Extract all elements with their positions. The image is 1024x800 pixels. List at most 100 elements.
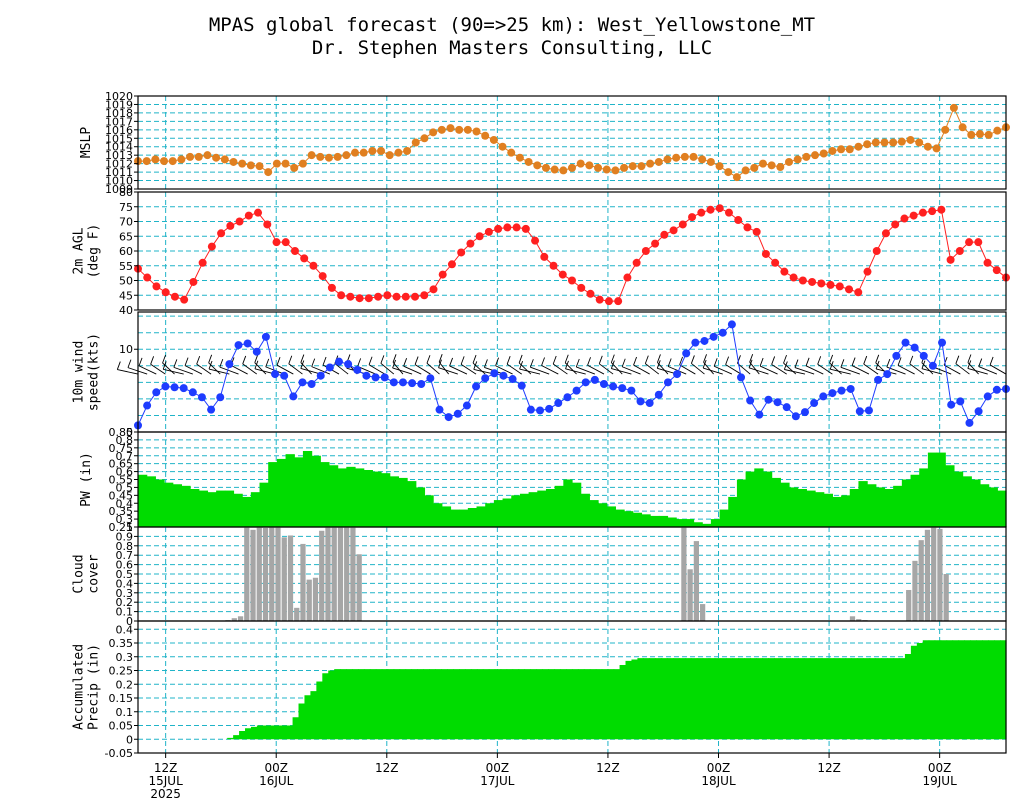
- temp-point: [364, 294, 373, 303]
- precip-bar: [708, 658, 716, 740]
- mslp-point: [993, 126, 1002, 135]
- pw-bar: [381, 473, 391, 527]
- pw-bar: [780, 482, 790, 527]
- precip-bar: [500, 669, 508, 740]
- mslp-point: [246, 161, 255, 170]
- wind-barb-feather: [392, 354, 397, 363]
- wind-point: [426, 374, 435, 383]
- wind-point: [746, 396, 755, 405]
- pw-bar: [355, 468, 365, 527]
- pw-bar: [841, 495, 851, 527]
- precip-bar: [750, 658, 757, 740]
- temp-point: [429, 285, 438, 294]
- precip-bar: [441, 669, 448, 740]
- temp-point: [808, 277, 817, 286]
- temp-point: [189, 277, 198, 286]
- precip-bar: [667, 658, 674, 740]
- temp-point: [281, 238, 290, 247]
- temp-point: [198, 258, 207, 267]
- mslp-point: [620, 163, 629, 172]
- mslp-point: [194, 152, 203, 161]
- temp-point: [734, 216, 743, 225]
- wind-ylabel: speed(kts): [87, 333, 102, 411]
- temp-point: [595, 295, 604, 304]
- temp-point: [651, 239, 660, 248]
- wind-point: [755, 410, 764, 419]
- wind-point: [536, 406, 545, 415]
- wind-barb: [703, 367, 723, 375]
- pw-bar: [172, 484, 182, 527]
- pw-bar: [155, 479, 165, 527]
- cloud-bar: [325, 527, 331, 621]
- wind-barb-feather: [657, 354, 661, 363]
- wind-barb-feather: [473, 361, 478, 370]
- pw-bar: [953, 471, 964, 527]
- temp-point: [143, 273, 152, 282]
- mslp-point: [385, 151, 394, 160]
- mslp-ylabel: MSLP: [79, 127, 94, 158]
- temp-point: [826, 280, 835, 289]
- precip-bar: [280, 725, 288, 740]
- mslp-point: [160, 157, 169, 166]
- pw-ylabel: PW (in): [79, 452, 94, 507]
- mslp-point: [828, 146, 837, 155]
- wind-barb: [173, 366, 193, 375]
- pw-bar: [320, 462, 330, 527]
- pw-bar: [372, 471, 382, 527]
- precip-bar: [250, 726, 258, 740]
- precip-ytick-label: -0.05: [105, 747, 133, 760]
- x-date-label: 16JUL: [259, 774, 294, 788]
- wind-point: [874, 375, 883, 384]
- wind-barb: [162, 362, 175, 375]
- precip-bar: [619, 665, 627, 740]
- temp-ytick-label: 45: [119, 289, 133, 302]
- wind-barb-feather: [173, 359, 178, 368]
- pw-bar: [676, 519, 686, 527]
- mslp-point: [394, 148, 403, 157]
- pw-bar: [719, 509, 729, 527]
- wind-barb-feather: [392, 359, 397, 369]
- pw-bar: [250, 492, 261, 527]
- wind-barb: [438, 367, 458, 375]
- precip-bar: [756, 658, 763, 740]
- pw-bar: [710, 519, 721, 527]
- cloud-bar: [231, 618, 237, 621]
- precip-bar: [851, 658, 858, 740]
- cloud-bar: [250, 529, 256, 621]
- cloud-bar: [356, 554, 362, 621]
- temp-point: [290, 247, 299, 255]
- pw-bar: [893, 485, 903, 527]
- wind-point: [353, 365, 362, 374]
- pw-bar: [606, 506, 616, 527]
- mslp-point: [793, 155, 802, 164]
- mslp-point: [932, 144, 941, 153]
- cloud-panel: 00.10.20.30.40.50.60.70.80.91 Cloud cover: [72, 521, 1007, 628]
- mslp-point: [151, 155, 160, 164]
- wind-barb-feather: [886, 358, 891, 368]
- mslp-point: [915, 138, 924, 147]
- mslp-ytick-label: 1015: [105, 132, 133, 145]
- mslp-point: [324, 153, 333, 162]
- pw-bar: [198, 490, 209, 527]
- wind-barb-feather: [829, 361, 834, 370]
- wind-barb: [897, 364, 915, 375]
- temp-point: [771, 258, 780, 267]
- pw-bar: [728, 496, 738, 527]
- wind-barb: [368, 364, 385, 375]
- temp-point: [355, 294, 364, 303]
- precip-bar: [470, 669, 478, 740]
- precip-bar: [774, 658, 781, 740]
- temp-point: [161, 288, 170, 297]
- wind-point: [197, 393, 206, 402]
- wind-panel: 0 10 10m wind speed(kts): [72, 311, 1010, 439]
- temp-ytick-label: 60: [119, 245, 133, 258]
- wind-barb-feather: [978, 358, 983, 367]
- wind-barb: [300, 368, 321, 375]
- x-tick-label: 00Z: [928, 761, 952, 775]
- wind-barb: [611, 368, 632, 375]
- precip-bar: [809, 658, 817, 740]
- mslp-point: [411, 138, 420, 147]
- precip-bar: [946, 640, 954, 740]
- precip-bar: [655, 658, 662, 740]
- cloud-bar: [856, 619, 862, 621]
